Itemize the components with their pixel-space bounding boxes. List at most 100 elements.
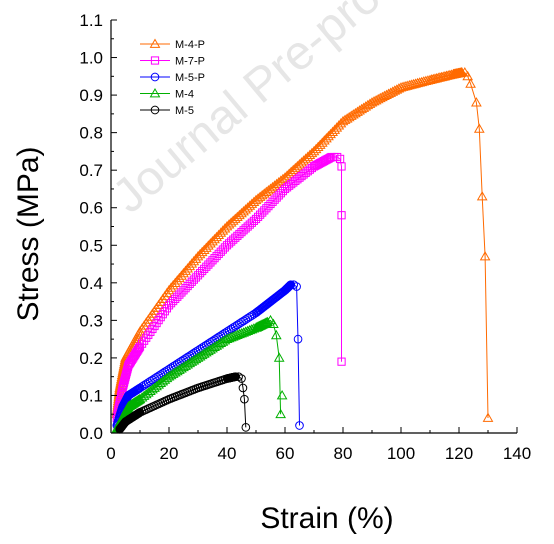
data-point [204,260,213,269]
data-point [157,376,169,386]
data-point [251,214,261,224]
data-point [262,204,271,213]
data-point [265,183,276,193]
tail-point [275,408,287,419]
data-point [414,77,426,87]
data-point [275,175,287,185]
tail-point [237,374,246,383]
tail-point [234,372,243,382]
data-point [136,392,148,402]
data-point [403,79,415,90]
data-point [410,78,421,88]
tail-point [276,389,288,400]
legend-marker [150,72,160,82]
data-point [173,272,185,283]
data-point [260,186,272,197]
tail-point [289,280,299,290]
tail-point [482,412,494,422]
data-point [179,286,188,295]
tail-point [270,329,282,340]
tail-point [240,394,249,404]
data-point [138,390,150,400]
tail-point [238,383,248,393]
data-point [214,249,223,258]
data-point [163,284,175,295]
data-point [176,270,187,280]
data-point [135,342,145,351]
x-tick-label: 40 [218,444,237,463]
data-point [175,290,184,299]
data-point [258,208,267,217]
data-point [231,372,241,382]
x-tick-label: 120 [445,444,473,463]
data-point [256,189,268,200]
data-point [418,76,430,86]
data-point [206,258,215,267]
tail-point [268,318,279,328]
legend-marker [150,105,160,115]
legend-label: M-5-P [175,72,205,84]
data-point [269,180,281,190]
data-point [401,80,413,90]
data-point [218,245,227,254]
data-point [263,185,274,195]
data-point [144,330,153,339]
legend-label: M-4-P [175,39,205,51]
tail-point [333,152,342,162]
data-point [260,206,269,215]
legend-label: M-5 [175,105,194,117]
data-point [151,380,162,391]
data-point [153,379,165,389]
data-point [171,294,180,304]
tail-point [473,123,485,133]
series-m-5 [115,372,251,434]
data-point [202,262,211,271]
y-tick-label: 0.1 [79,386,103,405]
data-point [171,275,183,285]
data-point [395,82,407,92]
series-m-5-p [112,280,304,430]
data-point [270,195,279,204]
data-point [268,197,277,206]
tail-point [337,211,346,220]
data-point [134,393,146,404]
data-point [188,255,200,266]
x-tick-label: 80 [334,444,353,463]
y-tick-label: 0.8 [79,124,103,143]
data-point [180,265,191,275]
tail-point [337,357,346,366]
x-tick-label: 0 [106,444,115,463]
tail-point [293,334,303,344]
plot-area [111,67,494,434]
data-point [266,199,275,209]
data-point [254,191,266,201]
tail-point [337,162,346,171]
legend-label: M-4 [175,89,194,101]
data-point [169,277,181,287]
watermark: Journal Pre-proof [103,0,422,223]
tail-point [241,423,251,432]
data-point [210,254,219,263]
data-point [264,202,273,211]
tail-point [273,352,285,362]
tail-point [462,70,474,81]
data-point [250,194,262,205]
data-point [258,188,270,198]
data-point [286,280,296,290]
legend-marker [149,87,161,98]
data-point [182,263,194,273]
data-point [140,388,152,399]
y-tick-label: 0.3 [79,311,103,330]
data-point [137,339,147,348]
data-point [149,382,160,392]
data-point [273,177,285,187]
data-point [200,264,209,273]
tail-point [479,251,491,261]
y-tick-label: 0.7 [79,161,103,180]
x-tick-label: 140 [503,444,531,463]
data-point [186,258,198,268]
data-point [156,313,165,322]
data-point [412,77,423,88]
data-point [189,275,198,284]
data-point [147,384,158,394]
